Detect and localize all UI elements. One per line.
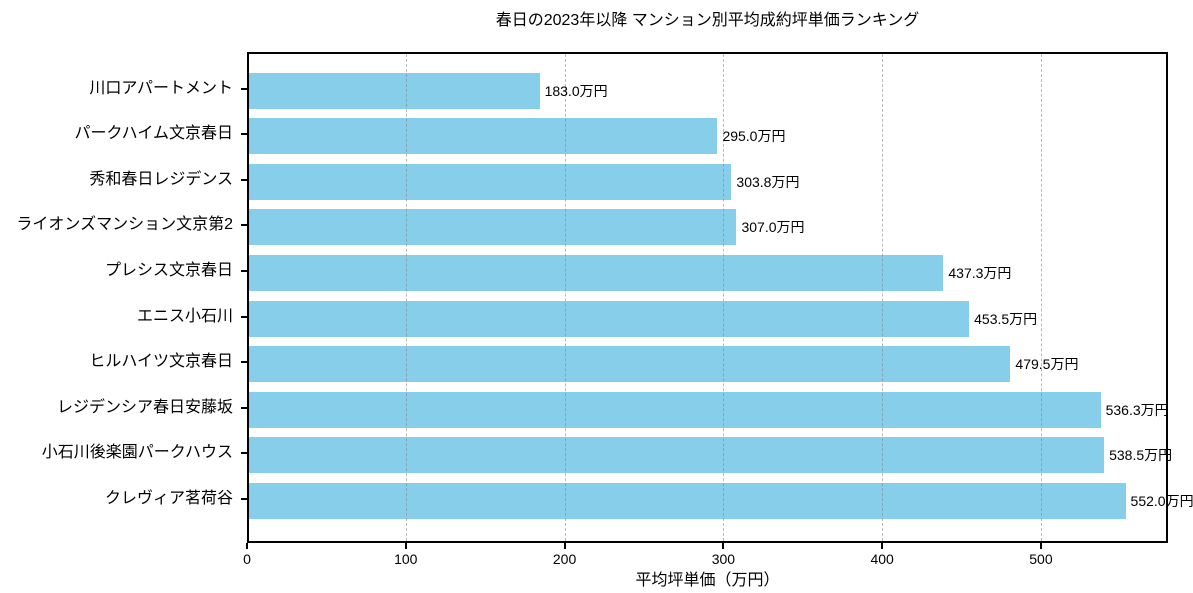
x-tick-label: 400	[870, 551, 894, 567]
bar-value-label: 183.0万円	[544, 82, 608, 99]
y-tick-mark	[241, 269, 247, 272]
y-tick-mark	[241, 224, 247, 227]
y-tick-mark	[241, 406, 247, 409]
bar	[249, 346, 1011, 383]
y-tick-mark	[241, 87, 247, 90]
x-tick-mark	[1039, 543, 1042, 549]
gridline	[723, 54, 725, 541]
bar-value-label: 536.3万円	[1105, 401, 1169, 418]
plot-area: 183.0万円 295.0万円 303.8万円 307.0万円 437.3万円 453.5…	[247, 52, 1193, 543]
gridline	[405, 54, 407, 541]
y-tick-label: パークハイム文京春日	[74, 125, 233, 143]
bar	[249, 163, 732, 200]
bar	[249, 209, 737, 246]
bar-value-label: 538.5万円	[1109, 447, 1173, 464]
bar-value-label: 479.5万円	[1015, 356, 1079, 373]
bar-value-label: 437.3万円	[948, 264, 1012, 281]
gridline	[564, 54, 566, 541]
x-tick-label: 300	[711, 551, 736, 567]
bar-value-label: 552.0万円	[1130, 492, 1193, 509]
gridline	[882, 54, 884, 541]
y-tick-label: ヒルハイツ文京春日	[89, 353, 233, 371]
y-tick-label: 秀和春日レジデンス	[89, 170, 233, 188]
y-tick-mark	[241, 315, 247, 318]
x-tick-mark	[563, 543, 566, 549]
x-axis-label: 平均坪単価（万円）	[635, 572, 780, 589]
y-tick-label: プレシス文京春日	[104, 261, 233, 279]
x-tick-label: 100	[394, 551, 418, 567]
x-tick-label: 0	[243, 551, 251, 567]
x-tick-mark	[404, 543, 407, 549]
bar	[249, 118, 718, 155]
bar-value-label: 303.8万円	[736, 173, 800, 190]
y-tick-label: クレヴィア茗荷谷	[104, 489, 233, 507]
bar-value-label: 295.0万円	[722, 128, 786, 145]
x-tick-mark	[246, 543, 248, 549]
bar	[249, 482, 1126, 519]
y-tick-mark	[241, 133, 247, 136]
x-tick-label: 200	[552, 551, 577, 567]
y-tick-mark	[241, 361, 247, 364]
bar-value-label: 453.5万円	[974, 310, 1038, 327]
y-tick-label: レジデンシア春日安藤坂	[56, 398, 233, 416]
y-tick-mark	[241, 178, 247, 181]
y-tick-label: 川口アパートメント	[89, 79, 233, 97]
bar	[249, 254, 944, 291]
bar	[249, 437, 1105, 474]
y-tick-mark	[241, 452, 247, 455]
y-tick-mark	[241, 497, 247, 500]
bar	[249, 391, 1101, 428]
chart-title: 春日の2023年以降 マンション別平均成約坪単価ランキング	[495, 12, 920, 29]
bar	[249, 72, 540, 109]
x-tick-label: 500	[1029, 551, 1053, 567]
bar-value-label: 307.0万円	[741, 219, 805, 236]
x-tick-mark	[722, 543, 725, 549]
bar	[249, 300, 970, 337]
y-tick-label: エニス小石川	[136, 307, 233, 325]
x-tick-mark	[881, 543, 884, 549]
gridline	[1040, 54, 1042, 541]
y-tick-label: ライオンズマンション文京第2	[16, 216, 233, 234]
y-tick-label: 小石川後楽園パークハウス	[41, 444, 233, 462]
